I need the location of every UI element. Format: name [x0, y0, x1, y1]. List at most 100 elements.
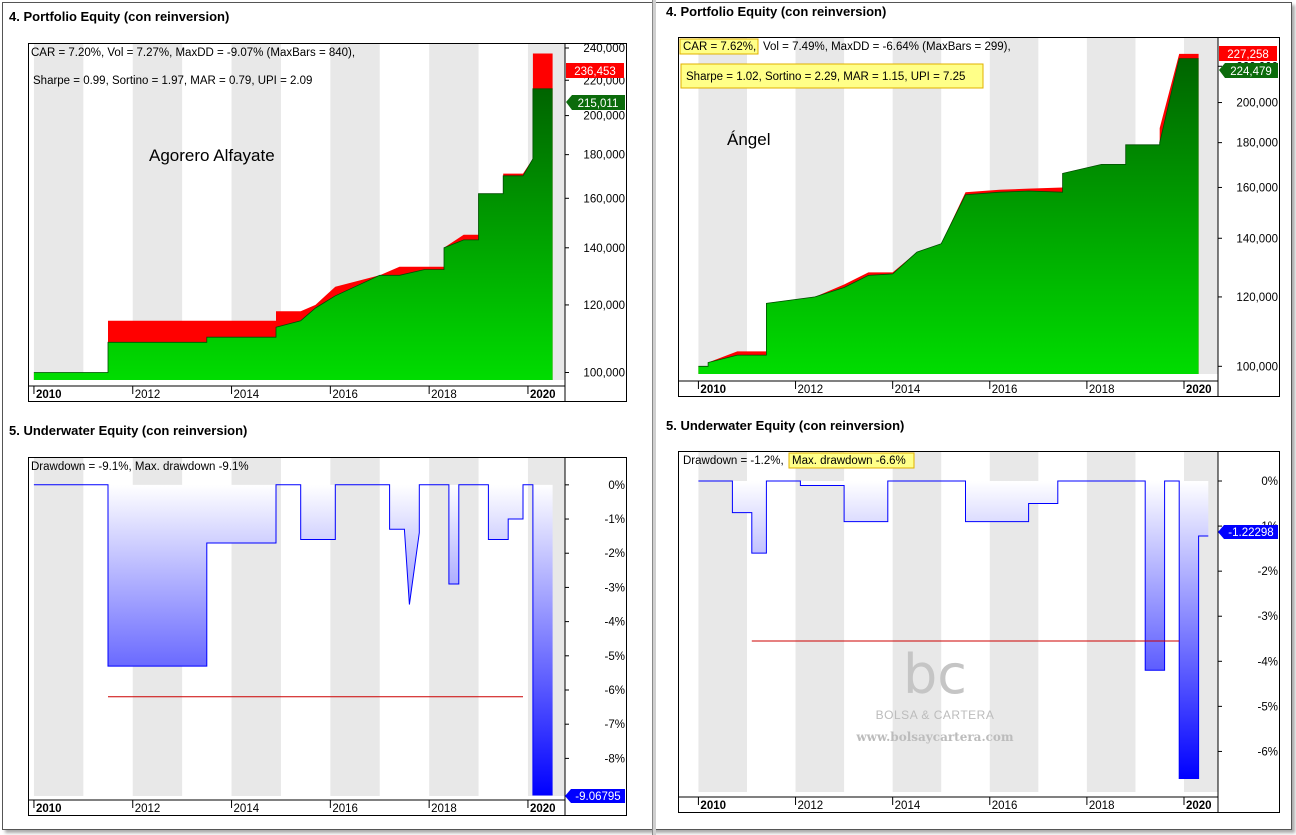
right-equity-badge-green [1219, 63, 1278, 78]
x-tick-label: 2010 [36, 803, 62, 815]
y-tick-label: -5% [605, 651, 625, 663]
left-equity-badge-green [566, 95, 625, 110]
y-tick-label: 200,000 [1236, 98, 1278, 110]
left-chart-label: Agorero Alfayate [149, 146, 275, 165]
y-tick-label: -2% [605, 548, 625, 560]
right-equity-badge-red-text: 227,258 [1227, 49, 1269, 61]
left-equity-title: 4. Portfolio Equity (con reinversion) [9, 9, 230, 24]
equity-line [698, 58, 1199, 367]
underwater-line [698, 480, 1209, 779]
left-underwater-badge [565, 789, 625, 803]
right-stats-car: CAR = 7.62%, [683, 41, 756, 53]
year-band [1086, 452, 1136, 792]
right-drawdown-max: Max. drawdown -6.6% [792, 455, 906, 467]
equity-area [698, 58, 1199, 374]
x-tick-label: 2020 [1186, 800, 1212, 812]
equity-line [33, 88, 553, 373]
x-tick-label: 2018 [1089, 800, 1115, 812]
right-underwater-title: 5. Underwater Equity (con reinversion) [666, 418, 905, 433]
y-tick-label: -2% [1258, 566, 1278, 578]
right-equity-badge-red [1219, 46, 1277, 61]
y-tick-label: 160,000 [1236, 182, 1278, 194]
y-tick-label: 120,000 [1236, 292, 1278, 304]
year-band [33, 458, 84, 796]
left-underwater-chart: 0% -1% -2% -3% -4% -5% -6% -7% -8% 2010 2012 2014 2… [29, 458, 625, 815]
right-stats-rest: Vol = 7.49%, MaxDD = -6.64% (MaxBars = 2… [763, 41, 1011, 53]
right-maxdd-highlight [788, 452, 915, 469]
x-tick-label: 2020 [530, 389, 556, 401]
left-stats-line2: Sharpe = 0.99, Sortino = 1.97, MAR = 0.7… [33, 75, 312, 87]
equity-area [33, 88, 553, 381]
x-tick-label: 2010 [700, 384, 726, 396]
x-tick-label: 2014 [895, 800, 921, 812]
left-equity-badge-red-text: 236,453 [574, 66, 616, 78]
underwater-area [33, 484, 553, 795]
underwater-line [33, 484, 553, 796]
watermark-url: www.bolsaycartera.com [856, 730, 1014, 744]
x-tick-label: 2014 [234, 803, 260, 815]
panel-divider [652, 0, 656, 835]
left-equity-badge-green-text: 215,011 [578, 98, 619, 110]
y-tick-label: 120,000 [583, 300, 625, 312]
right-underwater-badge [1218, 525, 1278, 539]
left-stats-line1: CAR = 7.20%, Vol = 7.27%, MaxDD = -9.07%… [31, 47, 355, 59]
x-tick-label: 2016 [992, 800, 1018, 812]
x-tick-label: 2018 [1089, 384, 1115, 396]
y-tick-label: 100,000 [1236, 361, 1278, 373]
y-tick-label: 180,000 [1236, 138, 1278, 150]
x-tick-label: 2012 [135, 389, 161, 401]
x-tick-label: 2014 [234, 389, 260, 401]
y-tick-label: 240,000 [583, 44, 625, 55]
x-tick-label: 2020 [1186, 384, 1212, 396]
y-tick-label: 0% [1261, 476, 1278, 488]
y-tick-label: -7% [605, 719, 625, 731]
x-tick-label: 2016 [332, 389, 358, 401]
y-tick-label: -4% [1258, 656, 1278, 668]
left-underwater-badge-text: -9.06795 [575, 791, 620, 803]
right-equity-badge-green-text: 224,479 [1230, 66, 1272, 78]
watermark-name: BOLSA & CARTERA [875, 708, 995, 722]
y-tick-label: -6% [1258, 746, 1278, 758]
y-tick-label: 100,000 [583, 368, 625, 380]
x-tick-label: 2012 [798, 800, 824, 812]
right-equity-panel: 100,000 120,000 140,000 160,000 180,000 200,0… [678, 37, 1280, 397]
y-tick-label: -3% [1258, 611, 1278, 623]
right-underwater-chart: 0%-1%-2%-3%-4%-5%-6% 2010201220142016201… [679, 452, 1278, 812]
y-tick-label: 200,000 [583, 111, 625, 123]
right-equity-title: 4. Portfolio Equity (con reinversion) [666, 4, 887, 19]
year-band [795, 452, 845, 792]
y-tick-label: 140,000 [1236, 233, 1278, 245]
year-band [698, 38, 747, 374]
right-underwater-badge-text: -1.22298 [1228, 527, 1273, 539]
y-tick-label: -5% [1258, 701, 1278, 713]
right-ratios-highlight [680, 63, 984, 89]
year-band [892, 452, 942, 792]
y-tick-label: 160,000 [583, 193, 625, 205]
right-drawdown-text: Drawdown = -1.2%, [683, 455, 784, 467]
x-tick-label: 2010 [36, 389, 62, 401]
watermark-logo: bc [903, 643, 967, 706]
watermark: bc BOLSA & CARTERA www.bolsaycartera.com [840, 643, 1030, 745]
x-tick-label: 2010 [700, 800, 726, 812]
x-tick-label: 2016 [332, 803, 358, 815]
y-tick-label: 140,000 [583, 243, 625, 255]
left-equity-panel: 100,000 120,000 140,000 160,000 180,000 200,0… [28, 43, 627, 402]
x-tick-label: 2014 [895, 384, 921, 396]
left-underwater-title: 5. Underwater Equity (con reinversion) [9, 423, 248, 438]
left-equity-badge-red [566, 63, 624, 78]
x-tick-label: 2016 [992, 384, 1018, 396]
y-tick-label: -3% [605, 582, 625, 594]
left-equity-chart: 100,000 120,000 140,000 160,000 180,000 200,0… [29, 43, 625, 401]
y-tick-label: 220,000 [583, 75, 625, 87]
right-car-highlight [679, 38, 759, 55]
y-tick-label: -6% [605, 685, 625, 697]
left-underwater-panel: 0% -1% -2% -3% -4% -5% -6% -7% -8% 2010 2012 2014 2… [28, 457, 627, 816]
y-tick-label: -1% [605, 514, 625, 526]
x-tick-label: 2020 [530, 803, 556, 815]
year-band [330, 458, 380, 796]
left-drawdown-text: Drawdown = -9.1%, Max. drawdown -9.1% [31, 461, 249, 473]
right-equity-chart: 100,000 120,000 140,000 160,000 180,000 200,0… [679, 38, 1278, 396]
year-band [33, 44, 84, 380]
y-tick-label: 180,000 [583, 150, 625, 162]
